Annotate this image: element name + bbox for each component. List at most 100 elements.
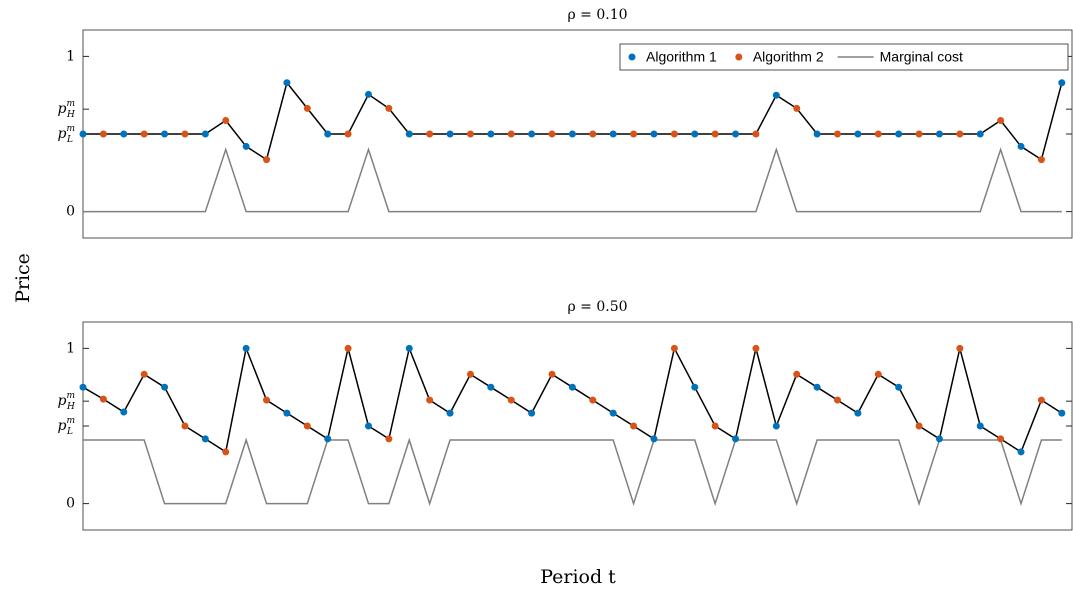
price-point (691, 130, 699, 138)
tick-label-sub: L (66, 427, 73, 437)
price-point (630, 130, 638, 138)
price-point (854, 130, 862, 138)
price-point (161, 130, 169, 138)
price-point (242, 344, 250, 352)
price-point (303, 422, 311, 430)
tick-label-sup: m (66, 99, 75, 109)
price-point (732, 435, 740, 443)
price-point (222, 116, 230, 124)
price-point (161, 383, 169, 391)
price-point (833, 396, 841, 404)
price-point (528, 409, 536, 417)
price-point (99, 395, 107, 403)
price-point (1037, 156, 1045, 164)
price-point (568, 383, 576, 391)
price-point (507, 396, 515, 404)
tick-label-sup: m (66, 416, 75, 426)
price-point (609, 409, 617, 417)
price-point (548, 370, 556, 378)
price-line (82, 345, 1063, 454)
price-point (140, 130, 148, 138)
price-point (487, 130, 495, 138)
price-point (201, 130, 209, 138)
price-point (793, 104, 801, 112)
price-point (711, 130, 719, 138)
price-point (201, 435, 209, 443)
price-point (405, 130, 413, 138)
price-point (1017, 142, 1025, 150)
price-point (956, 130, 964, 138)
price-point (324, 130, 332, 138)
price-point (222, 448, 230, 456)
price-point (487, 383, 495, 391)
price-point (772, 91, 780, 99)
price-point (181, 130, 189, 138)
price-point (813, 383, 821, 391)
y-tick-label: 1 (66, 340, 75, 356)
price-point (874, 370, 882, 378)
tick-label-sup: m (66, 391, 75, 401)
price-point (1037, 396, 1045, 404)
price-point (446, 409, 454, 417)
price-point (507, 130, 515, 138)
cost-line (83, 437, 1062, 507)
price-point (466, 370, 474, 378)
price-point (303, 104, 311, 112)
price-point (446, 130, 454, 138)
price-point (691, 383, 699, 391)
price-point (711, 422, 719, 430)
price-point (772, 422, 780, 430)
price-point (426, 130, 434, 138)
x-axis-label: Period t (540, 566, 616, 588)
tick-label-sub: H (66, 402, 75, 412)
legend-marker (628, 53, 636, 61)
price-point (589, 130, 597, 138)
y-tick-label: pm H (57, 99, 75, 120)
price-point (650, 435, 658, 443)
y-tick-label: pm L (57, 124, 75, 145)
price-point (589, 396, 597, 404)
price-point (528, 130, 536, 138)
price-point (997, 116, 1005, 124)
price-point (732, 130, 740, 138)
price-point (793, 370, 801, 378)
price-point (670, 344, 678, 352)
price-point (120, 130, 128, 138)
price-point (324, 435, 332, 443)
y-tick-label: 0 (66, 204, 75, 220)
price-point (1058, 79, 1066, 87)
price-point (344, 344, 352, 352)
price-point (976, 130, 984, 138)
y-tick-label: 1 (66, 48, 75, 64)
price-point (181, 422, 189, 430)
price-point (548, 130, 556, 138)
price-point (364, 90, 372, 98)
tick-label-sub: L (66, 135, 73, 145)
price-point (364, 422, 372, 430)
price-point (650, 130, 658, 138)
price-point (813, 130, 821, 138)
price-point (99, 130, 107, 138)
y-tick-label: pm H (57, 391, 75, 412)
y-axis-label: Price (12, 253, 34, 303)
price-point (79, 383, 87, 391)
chart-title: ρ = 0.10 (567, 7, 627, 23)
price-point (976, 422, 984, 430)
price-point (1017, 448, 1025, 456)
price-point (956, 344, 964, 352)
price-point (426, 396, 434, 404)
chart-title: ρ = 0.50 (567, 299, 627, 315)
price-point (283, 409, 291, 417)
price-point (670, 130, 678, 138)
cost-line (83, 147, 1062, 213)
tick-label-base: p (57, 418, 66, 434)
price-point (630, 422, 638, 430)
price-point (752, 130, 760, 138)
price-point (915, 130, 923, 138)
y-tick-label: 0 (66, 496, 75, 512)
price-point (79, 130, 87, 138)
price-point (140, 370, 148, 378)
price-point (568, 130, 576, 138)
price-point (874, 130, 882, 138)
tick-label-base: p (57, 393, 66, 409)
